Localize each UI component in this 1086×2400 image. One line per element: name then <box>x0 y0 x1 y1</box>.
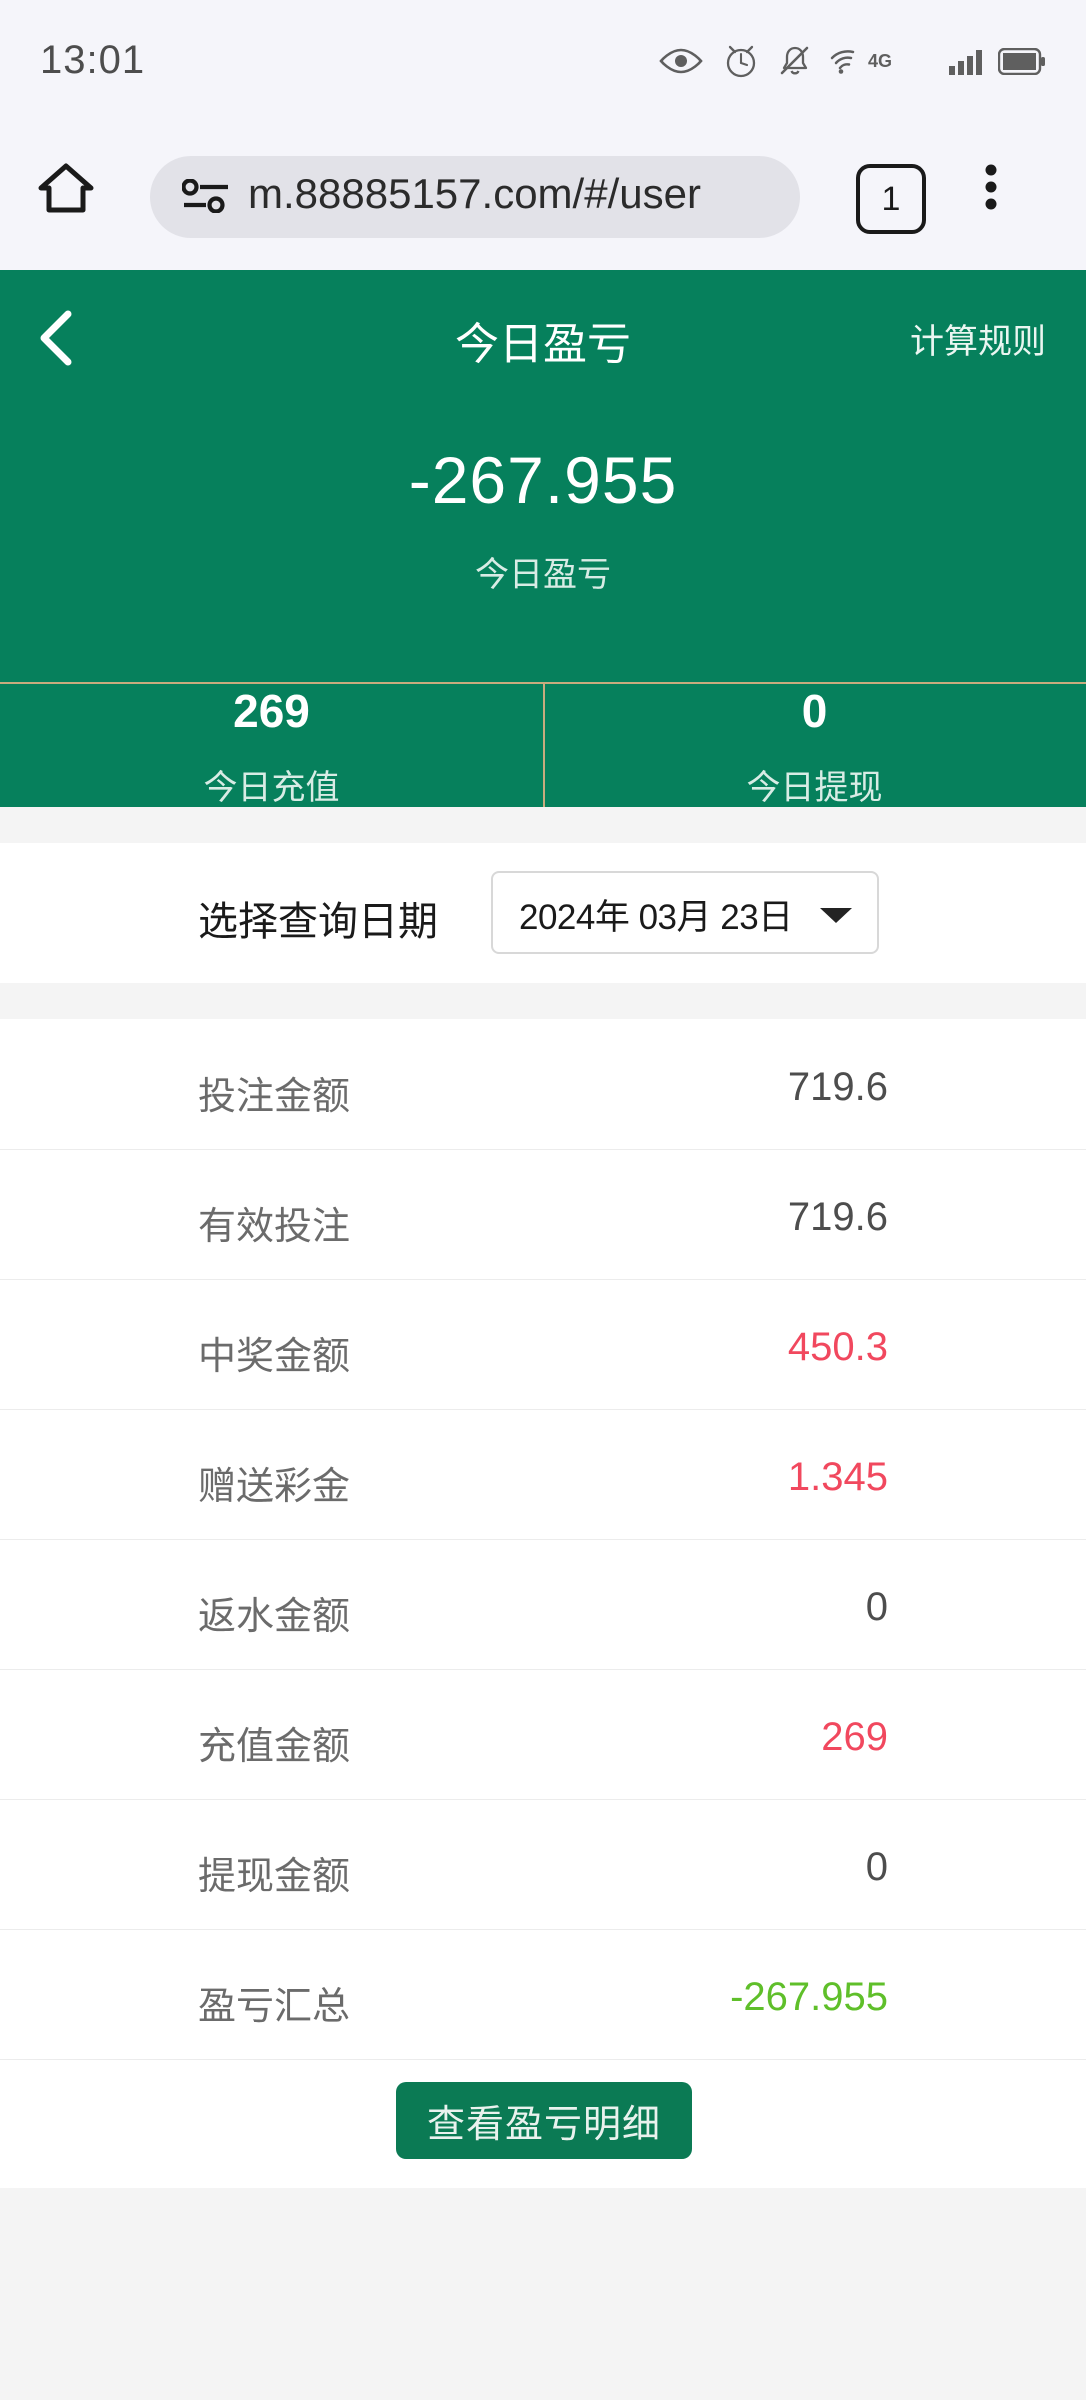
svg-text:4G: 4G <box>868 51 892 71</box>
